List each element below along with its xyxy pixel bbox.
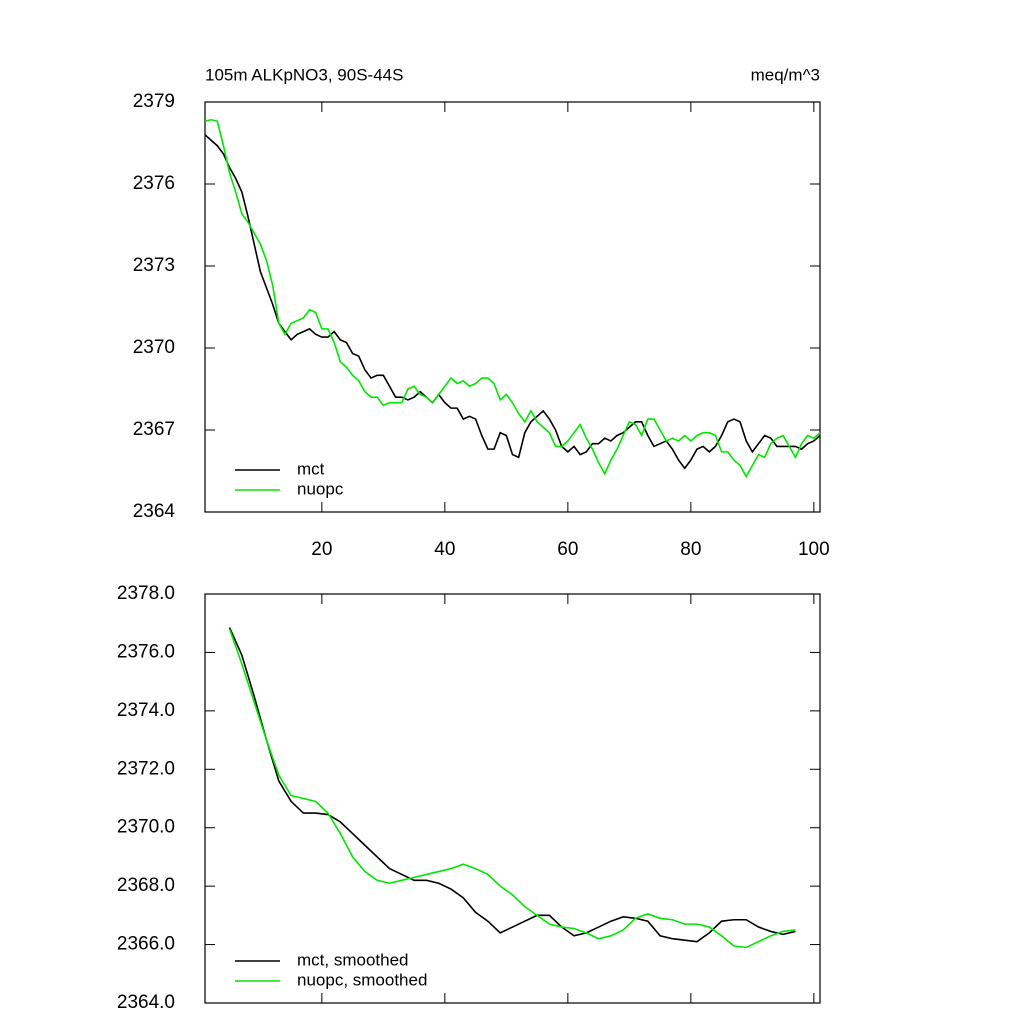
y-tick-label: 2373 [133, 255, 175, 276]
legend-label: mct, smoothed [297, 950, 409, 969]
y-tick-label: 2368.0 [117, 875, 175, 896]
x-tick-label: 40 [434, 539, 455, 560]
title-right: meq/m^3 [751, 65, 820, 84]
legend-label: mct [297, 459, 325, 478]
series-line [228, 628, 796, 949]
y-tick-label: 2364 [133, 501, 176, 522]
x-tick-label: 100 [798, 539, 830, 560]
y-tick-label: 2372.0 [117, 758, 175, 779]
plot-frame [204, 101, 821, 513]
y-tick-label: 2374.0 [117, 700, 175, 721]
legend-label: nuopc [297, 479, 344, 498]
plot-frame [204, 593, 821, 1004]
y-tick-label: 2370.0 [117, 817, 175, 838]
y-tick-label: 2379 [133, 91, 175, 112]
y-tick-label: 2364.0 [117, 992, 175, 1013]
title-left: 105m ALKpNO3, 90S-44S [205, 65, 403, 84]
y-tick-label: 2366.0 [117, 934, 175, 955]
y-tick-label: 2378.0 [117, 583, 175, 604]
y-tick-label: 2367 [133, 419, 175, 440]
x-tick-label: 80 [680, 539, 701, 560]
y-tick-label: 2376 [133, 173, 175, 194]
series-line [204, 118, 821, 479]
legend-label: nuopc, smoothed [297, 970, 427, 989]
y-tick-label: 2370 [133, 337, 175, 358]
series-line [204, 134, 821, 470]
x-tick-label: 20 [311, 539, 332, 560]
series-line [228, 627, 796, 943]
y-tick-label: 2376.0 [117, 641, 175, 662]
x-tick-label: 60 [557, 539, 578, 560]
